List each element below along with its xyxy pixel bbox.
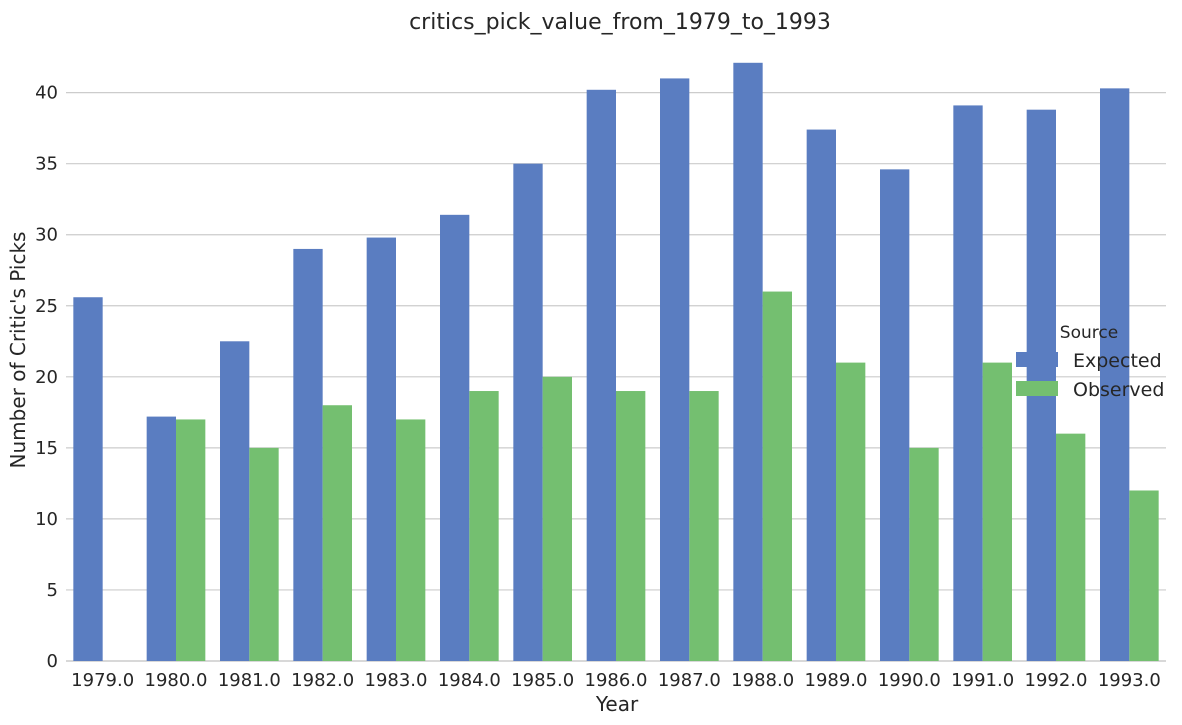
y-tick-label: 5 — [47, 580, 58, 601]
y-tick-label: 20 — [35, 367, 58, 388]
x-tick-label: 1993.0 — [1098, 670, 1161, 691]
legend-label-expected: Expected — [1073, 350, 1162, 372]
y-tick-label: 40 — [35, 83, 58, 104]
bar-expected-1990.0 — [880, 169, 910, 661]
x-tick-label: 1990.0 — [878, 670, 941, 691]
bar-expected-1979.0 — [73, 297, 103, 661]
bar-observed-1984.0 — [469, 391, 499, 661]
legend-swatch-expected — [1016, 352, 1058, 367]
bar-observed-1987.0 — [689, 391, 719, 661]
y-tick-label: 0 — [47, 651, 58, 672]
x-axis-label: Year — [595, 692, 639, 716]
y-tick-label: 25 — [35, 296, 58, 317]
bar-observed-1991.0 — [982, 362, 1012, 661]
legend-label-observed: Observed — [1073, 379, 1164, 401]
legend-swatch-observed — [1016, 381, 1058, 396]
y-axis-label: Number of Critic's Picks — [6, 232, 30, 469]
bar-expected-1991.0 — [953, 105, 983, 662]
bar-expected-1980.0 — [146, 416, 176, 661]
x-tick-label: 1987.0 — [658, 670, 721, 691]
bar-expected-1993.0 — [1100, 88, 1130, 662]
y-tick-label: 35 — [35, 154, 58, 175]
bar-observed-1986.0 — [616, 391, 646, 661]
bar-observed-1983.0 — [396, 419, 426, 661]
bar-expected-1986.0 — [586, 89, 616, 661]
bar-expected-1983.0 — [366, 237, 396, 661]
bar-expected-1981.0 — [220, 341, 250, 661]
x-tick-labels: 1979.0 1980.0 1981.0 1982.0 1983.0 1984.0 1985… — [71, 670, 1161, 691]
bar-expected-1987.0 — [660, 78, 690, 662]
bars — [73, 62, 1159, 662]
bar-observed-1988.0 — [762, 291, 792, 661]
bar-observed-1980.0 — [176, 419, 206, 661]
x-tick-label: 1991.0 — [951, 670, 1014, 691]
y-tick-label: 10 — [35, 509, 58, 530]
bar-observed-1990.0 — [909, 447, 939, 661]
bar-observed-1993.0 — [1129, 490, 1159, 661]
bar-observed-1982.0 — [322, 405, 352, 661]
x-tick-label: 1979.0 — [71, 670, 134, 691]
bar-expected-1985.0 — [513, 163, 543, 661]
bar-observed-1989.0 — [836, 362, 866, 661]
x-tick-label: 1988.0 — [731, 670, 794, 691]
x-tick-label: 1981.0 — [218, 670, 281, 691]
y-tick-labels: 0 5 10 15 20 25 30 35 40 — [35, 83, 58, 672]
chart-title: critics_pick_value_from_1979_to_1993 — [409, 10, 831, 35]
legend-title: Source — [1060, 323, 1118, 343]
x-tick-label: 1984.0 — [438, 670, 501, 691]
x-tick-label: 1982.0 — [291, 670, 354, 691]
bar-observed-1981.0 — [249, 447, 279, 661]
x-tick-label: 1992.0 — [1025, 670, 1088, 691]
x-tick-label: 1980.0 — [145, 670, 208, 691]
bar-observed-1985.0 — [542, 376, 572, 661]
bar-expected-1982.0 — [293, 248, 323, 661]
x-tick-label: 1983.0 — [365, 670, 428, 691]
bar-observed-1992.0 — [1056, 433, 1086, 661]
bar-expected-1984.0 — [440, 214, 470, 661]
bar-expected-1988.0 — [733, 62, 763, 661]
legend: Source Expected Observed — [1016, 323, 1164, 401]
bar-expected-1989.0 — [806, 129, 836, 662]
y-tick-label: 15 — [35, 438, 58, 459]
x-tick-label: 1985.0 — [511, 670, 574, 691]
x-tick-label: 1989.0 — [805, 670, 868, 691]
y-tick-label: 30 — [35, 225, 58, 246]
x-tick-label: 1986.0 — [585, 670, 648, 691]
